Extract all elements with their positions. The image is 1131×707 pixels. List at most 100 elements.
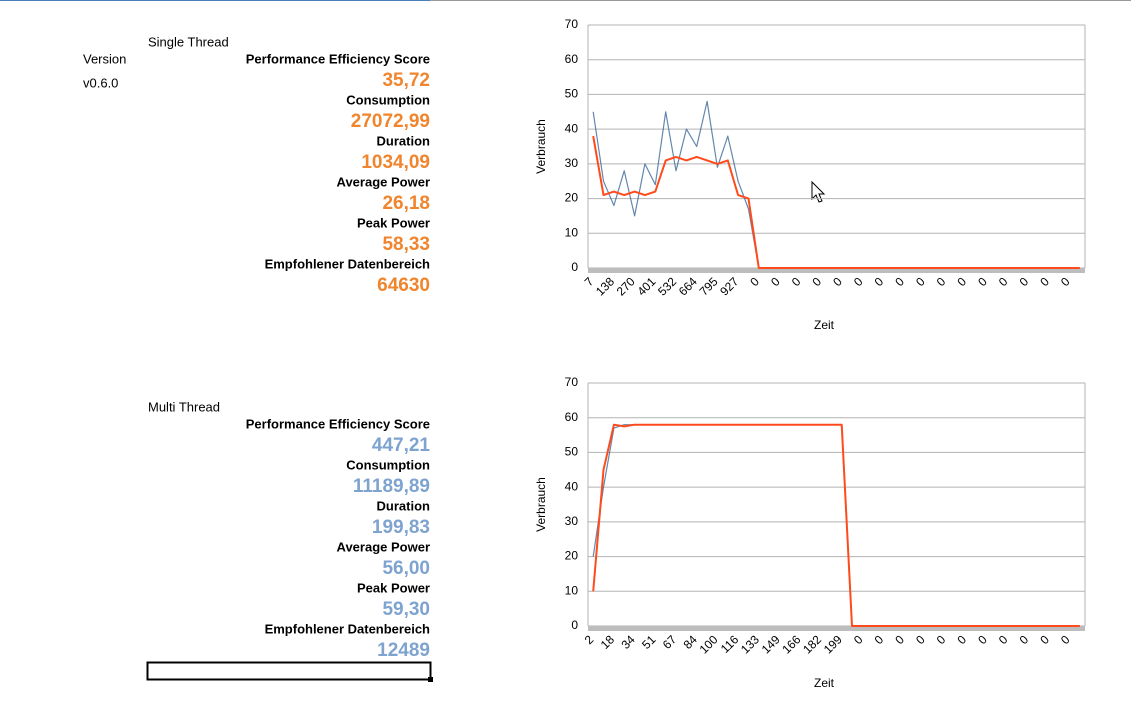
x-tick-label: 270 xyxy=(614,274,638,298)
x-tick-label: 51 xyxy=(639,632,659,652)
x-tick-label: 0 xyxy=(747,274,762,289)
x-tick-label: 795 xyxy=(697,274,721,298)
x-tick-label: 0 xyxy=(913,632,928,647)
section-title: Single Thread xyxy=(148,34,229,49)
x-tick-label: 67 xyxy=(660,632,680,652)
x-axis-band xyxy=(588,268,1085,273)
x-tick-label: 166 xyxy=(779,632,803,656)
x-tick-label: 182 xyxy=(800,632,824,656)
x-tick-label: 927 xyxy=(717,274,741,298)
x-tick-label: 0 xyxy=(975,632,990,647)
metric-value: 64630 xyxy=(377,275,430,296)
y-tick-label: 30 xyxy=(565,156,579,170)
x-tick-label: 0 xyxy=(954,632,969,647)
y-axis-label: Verbrauch xyxy=(534,477,548,532)
x-tick-label: 133 xyxy=(738,632,762,656)
x-tick-label: 0 xyxy=(872,632,887,647)
x-tick-label: 0 xyxy=(768,274,783,289)
y-tick-label: 0 xyxy=(571,618,578,632)
data-line xyxy=(592,424,1080,627)
x-tick-label: 0 xyxy=(872,274,887,289)
x-tick-label: 0 xyxy=(1037,632,1052,647)
x-tick-label: 0 xyxy=(1058,632,1073,647)
x-tick-label: 401 xyxy=(634,274,658,298)
y-tick-label: 50 xyxy=(565,87,579,101)
x-tick-label: 149 xyxy=(759,632,783,656)
x-axis-band xyxy=(588,626,1085,631)
y-axis-label: Verbrauch xyxy=(534,119,548,174)
y-tick-label: 40 xyxy=(565,121,579,135)
metric-label: Empfohlener Datenbereich xyxy=(265,256,430,271)
y-tick-label: 0 xyxy=(571,260,578,274)
metric-value: 35,72 xyxy=(382,70,430,91)
metric-label: Consumption xyxy=(346,92,430,107)
metric-label: Average Power xyxy=(337,174,430,189)
metric-value: 27072,99 xyxy=(351,111,430,132)
x-tick-label: 532 xyxy=(655,274,679,298)
x-tick-label: 0 xyxy=(934,274,949,289)
y-tick-label: 10 xyxy=(565,225,579,239)
x-axis-label: Zeit xyxy=(814,318,835,332)
selected-cell[interactable] xyxy=(146,661,432,681)
metric-value: 58,33 xyxy=(382,234,430,255)
section-title: Multi Thread xyxy=(148,399,220,414)
y-tick-label: 70 xyxy=(565,17,579,31)
metric-label: Consumption xyxy=(346,457,430,472)
x-tick-label: 2 xyxy=(582,632,597,647)
x-tick-label: 0 xyxy=(789,274,804,289)
metric-value: 11189,89 xyxy=(353,476,430,497)
metric-label: Duration xyxy=(377,498,431,513)
x-tick-label: 0 xyxy=(954,274,969,289)
metric-value: 56,00 xyxy=(382,558,430,579)
x-tick-label: 0 xyxy=(996,632,1011,647)
x-tick-label: 84 xyxy=(681,632,701,652)
version-value: v0.6.0 xyxy=(83,75,118,90)
x-axis-label: Zeit xyxy=(814,676,835,690)
y-tick-label: 20 xyxy=(565,191,579,205)
metric-value: 447,21 xyxy=(372,435,431,456)
metric-value: 199,83 xyxy=(372,517,430,538)
metric-label: Average Power xyxy=(337,539,430,554)
data-line xyxy=(592,135,1080,269)
x-tick-label: 0 xyxy=(851,632,866,647)
x-tick-label: 0 xyxy=(1037,274,1052,289)
y-tick-label: 60 xyxy=(565,410,579,424)
x-tick-label: 0 xyxy=(1017,632,1032,647)
x-tick-label: 34 xyxy=(618,632,638,652)
x-tick-label: 138 xyxy=(593,274,617,298)
x-tick-label: 0 xyxy=(1058,274,1073,289)
metric-label: Performance Efficiency Score xyxy=(246,416,430,431)
data-line xyxy=(592,423,1080,627)
metric-value: 59,30 xyxy=(382,599,430,620)
metric-value: 1034,09 xyxy=(361,152,430,173)
data-line xyxy=(592,100,1080,269)
y-tick-label: 20 xyxy=(565,549,579,563)
x-tick-label: 18 xyxy=(598,632,618,652)
x-tick-label: 116 xyxy=(718,632,742,656)
x-tick-label: 0 xyxy=(934,632,949,647)
x-tick-label: 199 xyxy=(821,632,845,656)
x-tick-label: 0 xyxy=(913,274,928,289)
x-tick-label: 0 xyxy=(892,632,907,647)
x-tick-label: 0 xyxy=(892,274,907,289)
x-tick-label: 0 xyxy=(975,274,990,289)
y-tick-label: 10 xyxy=(565,583,579,597)
metric-value: 26,18 xyxy=(382,193,430,214)
x-tick-label: 0 xyxy=(830,274,845,289)
metric-label: Performance Efficiency Score xyxy=(246,51,430,66)
x-tick-label: 0 xyxy=(996,274,1011,289)
x-tick-label: 0 xyxy=(810,274,825,289)
fill-handle[interactable] xyxy=(428,677,433,682)
y-tick-label: 30 xyxy=(565,514,579,528)
metric-value: 12489 xyxy=(377,640,430,661)
y-tick-label: 50 xyxy=(565,445,579,459)
x-tick-label: 100 xyxy=(697,632,721,656)
y-tick-label: 70 xyxy=(565,375,579,389)
metric-label: Peak Power xyxy=(357,215,430,230)
x-tick-label: 664 xyxy=(676,274,700,298)
x-tick-label: 0 xyxy=(1017,274,1032,289)
metric-label: Peak Power xyxy=(357,580,430,595)
y-tick-label: 60 xyxy=(565,52,579,66)
metric-label: Empfohlener Datenbereich xyxy=(265,621,430,636)
